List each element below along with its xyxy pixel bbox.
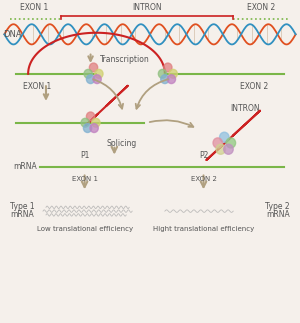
Circle shape [84,69,92,78]
FancyArrowPatch shape [150,120,193,127]
Circle shape [86,75,95,84]
FancyArrowPatch shape [93,79,123,109]
Text: mRNA: mRNA [10,210,34,219]
Circle shape [220,132,229,142]
Text: DNA: DNA [3,30,22,39]
Circle shape [167,75,176,84]
Text: P2: P2 [199,151,208,160]
Text: INTRON: INTRON [132,3,162,12]
Circle shape [213,138,223,148]
Circle shape [164,63,172,72]
Text: mRNA: mRNA [266,210,290,219]
FancyArrowPatch shape [136,79,168,109]
Text: Splicing: Splicing [107,139,137,148]
Text: mRNA: mRNA [13,162,37,172]
Circle shape [224,144,233,154]
Text: INTRON: INTRON [230,104,260,113]
Circle shape [83,124,92,132]
Text: Type 2: Type 2 [265,202,290,211]
Circle shape [93,75,101,84]
Circle shape [226,138,236,148]
Text: Type 1: Type 1 [10,202,35,211]
Circle shape [169,69,177,78]
Text: EXON 2: EXON 2 [247,3,276,12]
Circle shape [158,69,166,78]
Text: Low translational efficiency: Low translational efficiency [37,226,133,233]
Text: P1: P1 [80,151,89,160]
Text: EXON 1: EXON 1 [23,82,51,91]
Text: EXON 1: EXON 1 [20,3,48,12]
Circle shape [90,124,98,132]
Circle shape [86,112,95,121]
Circle shape [89,63,98,72]
Circle shape [95,69,103,78]
Circle shape [92,118,100,127]
Text: EXON 2: EXON 2 [190,176,216,182]
Text: Transcription: Transcription [100,55,149,64]
Text: EXON 2: EXON 2 [240,82,268,91]
Circle shape [216,144,226,154]
Text: EXON 1: EXON 1 [72,176,98,182]
Text: Hight translational efficiency: Hight translational efficiency [153,226,254,233]
Circle shape [161,75,169,84]
Circle shape [81,118,89,127]
